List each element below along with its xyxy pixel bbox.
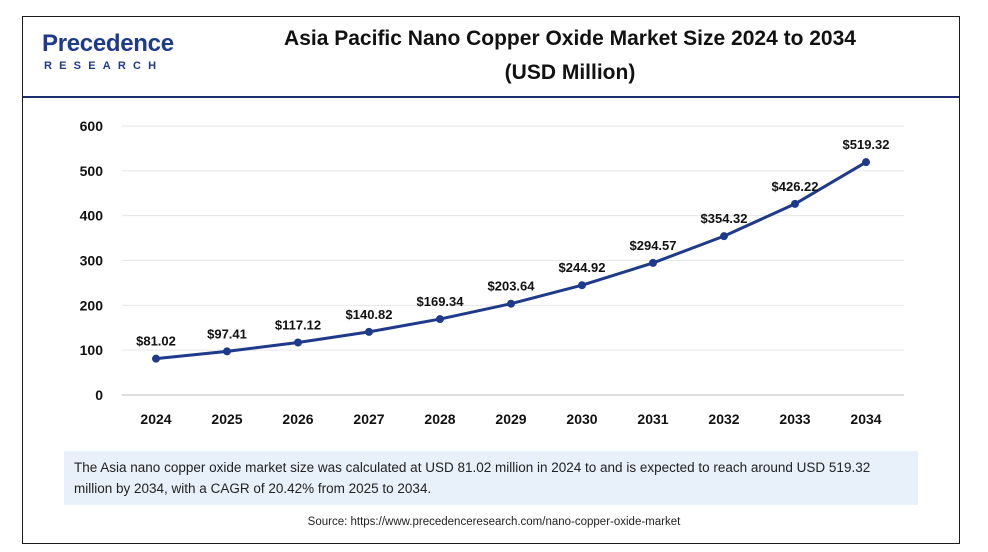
x-tick-label: 2024 bbox=[140, 411, 171, 427]
x-tick-label: 2028 bbox=[424, 411, 455, 427]
chart-title-line-2: (USD Million) bbox=[504, 61, 636, 84]
data-point bbox=[152, 354, 160, 363]
data-point bbox=[223, 347, 231, 356]
data-label: $140.82 bbox=[346, 307, 393, 322]
logo-wordmark: Precedence bbox=[42, 30, 174, 57]
logo: Precedence RESEARCH bbox=[40, 30, 190, 80]
data-point bbox=[294, 338, 302, 347]
summary-note: The Asia nano copper oxide market size w… bbox=[64, 451, 918, 505]
data-label: $244.92 bbox=[559, 260, 606, 275]
data-label: $117.12 bbox=[275, 317, 321, 332]
data-label: $354.32 bbox=[701, 211, 748, 226]
logo-subtitle: RESEARCH bbox=[44, 60, 164, 72]
y-tick-label: 300 bbox=[80, 253, 104, 269]
data-label: $97.41 bbox=[207, 326, 247, 341]
data-label: $519.32 bbox=[843, 137, 890, 152]
data-label: $294.57 bbox=[630, 238, 677, 253]
data-point bbox=[436, 315, 444, 324]
data-point bbox=[365, 327, 373, 336]
data-point bbox=[791, 199, 799, 208]
data-point bbox=[862, 158, 870, 167]
y-tick-label: 100 bbox=[80, 342, 104, 358]
data-label: $169.34 bbox=[417, 294, 465, 309]
data-point bbox=[578, 281, 586, 290]
data-point bbox=[720, 232, 728, 241]
x-tick-label: 2031 bbox=[637, 411, 668, 427]
y-tick-label: 200 bbox=[80, 297, 104, 313]
data-point bbox=[507, 299, 515, 308]
data-label: $426.22 bbox=[772, 179, 819, 194]
y-tick-label: 500 bbox=[80, 163, 104, 179]
chart-frame bbox=[22, 16, 960, 544]
x-tick-label: 2033 bbox=[779, 411, 810, 427]
y-tick-label: 600 bbox=[80, 118, 104, 134]
source-caption: Source: https://www.precedenceresearch.c… bbox=[307, 516, 681, 528]
y-tick-label: 0 bbox=[95, 387, 103, 403]
chart-title: Asia Pacific Nano Copper Oxide Market Si… bbox=[240, 22, 900, 90]
x-tick-label: 2026 bbox=[282, 411, 313, 427]
x-tick-label: 2025 bbox=[211, 411, 242, 427]
x-tick-label: 2029 bbox=[495, 411, 526, 427]
chart-title-line-1: Asia Pacific Nano Copper Oxide Market Si… bbox=[284, 27, 856, 50]
data-point bbox=[649, 258, 657, 267]
x-tick-label: 2032 bbox=[708, 411, 739, 427]
header-divider bbox=[23, 96, 959, 98]
data-label: $203.64 bbox=[488, 279, 536, 294]
data-label: $81.02 bbox=[136, 334, 176, 349]
x-tick-label: 2030 bbox=[566, 411, 597, 427]
y-tick-label: 400 bbox=[80, 208, 104, 224]
x-tick-label: 2034 bbox=[850, 411, 881, 427]
x-tick-label: 2027 bbox=[353, 411, 384, 427]
